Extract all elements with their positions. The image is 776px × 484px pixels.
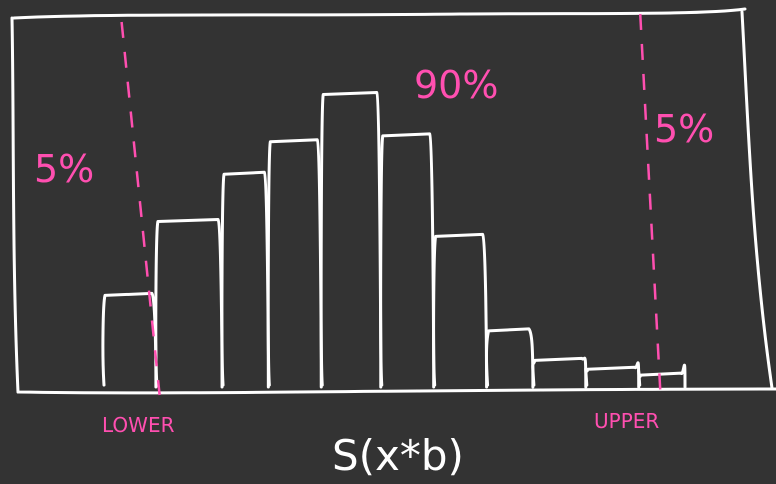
histogram-bars: [101, 91, 687, 389]
left-tail-percent: 5%: [34, 147, 94, 191]
histogram-bar: [584, 361, 641, 389]
upper-cutoff-line: [638, 13, 662, 391]
histogram-bar: [101, 291, 158, 389]
histogram-bar: [154, 218, 224, 389]
lower-label: LOWER: [102, 413, 175, 437]
x-axis-label: S(x*b): [332, 431, 464, 480]
right-tail-percent: 5%: [654, 107, 714, 151]
histogram-bar: [531, 356, 588, 389]
middle-percent: 90%: [414, 63, 498, 107]
upper-label: UPPER: [594, 409, 659, 433]
histogram-bar: [220, 170, 270, 389]
histogram-bar: [319, 91, 383, 389]
histogram-bar: [485, 327, 535, 389]
histogram-bar: [432, 232, 489, 389]
histogram-bar: [379, 132, 436, 389]
histogram-bar: [637, 363, 687, 389]
histogram-bar: [266, 138, 323, 389]
lower-cutoff-line: [120, 21, 161, 396]
plot-frame: [10, 7, 776, 395]
